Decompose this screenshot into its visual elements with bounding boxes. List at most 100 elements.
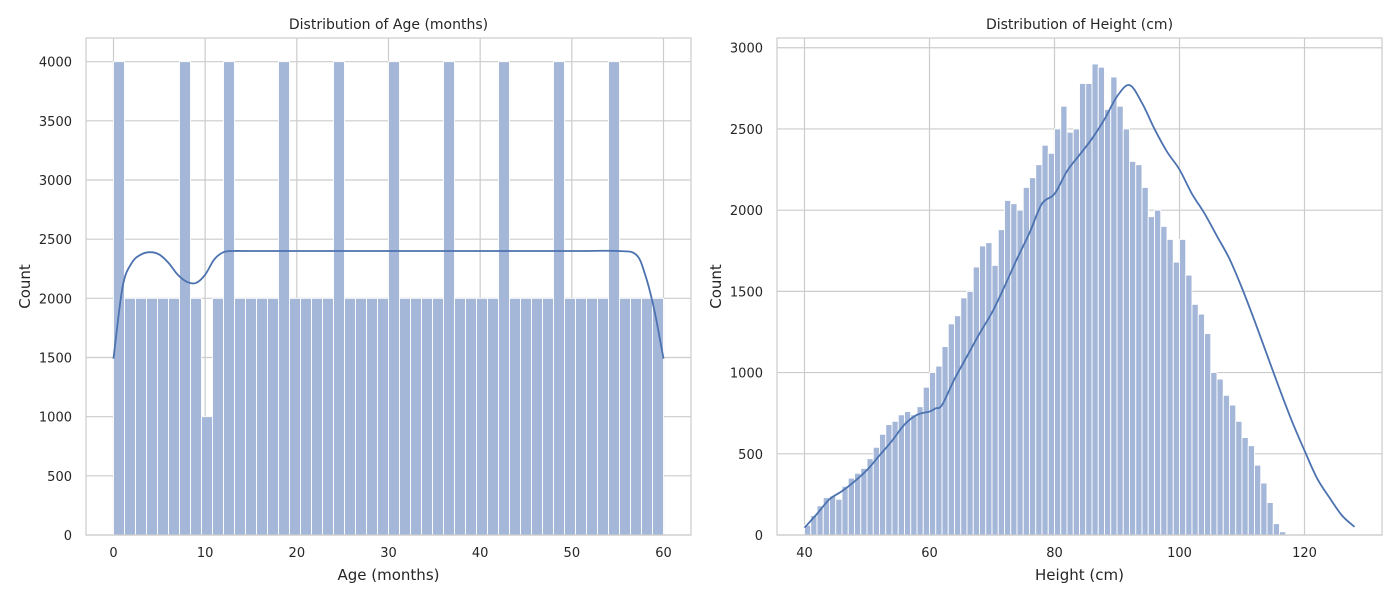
age-histogram-bar xyxy=(388,61,400,536)
age-histogram-bar xyxy=(531,297,543,536)
age-histogram-bar xyxy=(234,297,246,536)
height-y-tick-label: 1000 xyxy=(730,367,763,382)
age-histogram-bar xyxy=(168,297,180,536)
age-histogram-bar xyxy=(432,297,444,536)
age-y-tick-label: 500 xyxy=(47,470,72,485)
height-histogram-bar xyxy=(1185,274,1193,536)
height-histogram-bar xyxy=(1047,152,1055,536)
age-histogram-bar xyxy=(267,297,279,536)
age-x-tick-label: 60 xyxy=(655,546,672,561)
age-histogram-bar xyxy=(366,297,378,536)
height-kde-line xyxy=(803,84,1356,529)
height-histogram-panel: 40 60 80 100 120 0 500 1000 1500 2000 2500 3000 Di… xyxy=(707,17,1383,584)
height-histogram-bar xyxy=(1147,216,1155,536)
age-histogram-bar xyxy=(311,297,323,536)
age-bars xyxy=(113,61,664,536)
height-histogram-bar xyxy=(972,266,980,536)
height-histogram-bar xyxy=(1179,238,1187,536)
height-y-tick-label: 1500 xyxy=(730,285,763,300)
height-histogram-bar xyxy=(941,346,949,536)
age-histogram-bar xyxy=(377,297,389,536)
height-histogram-bar xyxy=(1097,66,1105,536)
age-histogram-bar xyxy=(619,297,631,536)
height-histogram-bar xyxy=(979,245,987,536)
age-histogram-bar xyxy=(498,61,510,536)
height-x-tick-label: 40 xyxy=(796,546,813,561)
height-x-tick-label: 60 xyxy=(921,546,938,561)
age-histogram-bar xyxy=(487,297,499,536)
height-histogram-bar xyxy=(1241,437,1249,536)
age-histogram-bar xyxy=(410,297,422,536)
age-histogram-bar xyxy=(575,297,587,536)
age-y-tick-label: 2500 xyxy=(39,233,72,248)
height-histogram-bar xyxy=(1254,464,1262,536)
height-histogram-bar xyxy=(929,372,937,536)
age-histogram-bar xyxy=(322,297,334,536)
age-y-ticks: 0 500 1000 1500 2000 2500 3000 3500 4000 xyxy=(39,56,72,544)
age-histogram-bar xyxy=(509,297,521,536)
age-x-tick-label: 40 xyxy=(472,546,489,561)
age-histogram-bar xyxy=(421,297,433,536)
height-histogram-bar xyxy=(1166,238,1174,536)
age-histogram-bar xyxy=(333,61,345,536)
height-histogram-bar xyxy=(916,406,924,536)
height-histogram-bar xyxy=(1154,209,1162,536)
height-histogram-bar xyxy=(1110,76,1118,536)
age-histogram-bar xyxy=(564,297,576,536)
age-histogram-bar xyxy=(399,297,411,536)
height-x-axis-label: Height (cm) xyxy=(1035,566,1124,584)
age-histogram-bar xyxy=(476,297,488,536)
age-x-tick-label: 30 xyxy=(380,546,397,561)
height-y-tick-label: 0 xyxy=(755,529,763,544)
age-histogram-panel: 0 10 20 30 40 50 60 0 500 1000 1500 2000 2500 3000 35… xyxy=(16,17,692,584)
age-plot-frame xyxy=(85,37,692,536)
age-histogram-bar xyxy=(289,297,301,536)
height-y-tick-label: 3000 xyxy=(730,42,763,57)
age-histogram-bar xyxy=(190,297,202,536)
age-y-tick-label: 0 xyxy=(64,529,72,544)
height-histogram-bar xyxy=(935,365,943,536)
age-histogram-bar xyxy=(652,297,664,536)
height-histogram-bar xyxy=(1247,445,1255,536)
height-histogram-bar xyxy=(1216,378,1224,536)
height-histogram-bar xyxy=(1129,160,1137,536)
height-x-ticks: 40 60 80 100 120 xyxy=(796,546,1317,561)
age-y-tick-label: 1000 xyxy=(39,411,72,426)
age-histogram-bar xyxy=(212,297,224,536)
height-histogram-bar xyxy=(1197,313,1205,536)
height-histogram-bar xyxy=(1172,261,1180,536)
height-y-tick-label: 2000 xyxy=(730,204,763,219)
height-histogram-bar xyxy=(1066,131,1074,536)
height-histogram-bar xyxy=(960,297,968,536)
height-histogram-bar xyxy=(1035,164,1043,536)
age-histogram-bar xyxy=(355,297,367,536)
height-histogram-bar xyxy=(966,290,974,536)
height-y-ticks: 0 500 1000 1500 2000 2500 3000 xyxy=(730,42,763,544)
age-chart-title: Distribution of Age (months) xyxy=(289,17,488,33)
height-histogram-bar xyxy=(1085,83,1093,536)
height-y-tick-label: 500 xyxy=(738,448,763,463)
age-x-axis-label: Age (months) xyxy=(338,566,440,584)
height-histogram-bar xyxy=(1135,164,1143,536)
age-histogram-bar xyxy=(465,297,477,536)
age-histogram-bar xyxy=(223,61,235,536)
height-x-tick-label: 100 xyxy=(1167,546,1192,561)
age-histogram-bar xyxy=(113,61,125,536)
age-x-tick-label: 50 xyxy=(564,546,581,561)
height-histogram-bar xyxy=(829,495,837,536)
height-histogram-bar xyxy=(854,472,862,536)
height-histogram-bar xyxy=(860,467,868,536)
height-histogram-bar xyxy=(1010,203,1018,536)
height-plot-frame xyxy=(776,37,1383,536)
age-x-ticks: 0 10 20 30 40 50 60 xyxy=(109,546,671,561)
height-histogram-bar xyxy=(947,323,955,536)
height-y-tick-label: 2500 xyxy=(730,123,763,138)
height-histogram-bar xyxy=(1116,105,1124,536)
height-bars xyxy=(804,63,1287,536)
height-histogram-bar xyxy=(1004,199,1012,536)
age-histogram-bar xyxy=(443,61,455,536)
height-histogram-bar xyxy=(1160,225,1168,536)
age-histogram-bar xyxy=(542,297,554,536)
height-histogram-bar xyxy=(1122,128,1130,536)
height-histogram-bar xyxy=(1229,404,1237,536)
